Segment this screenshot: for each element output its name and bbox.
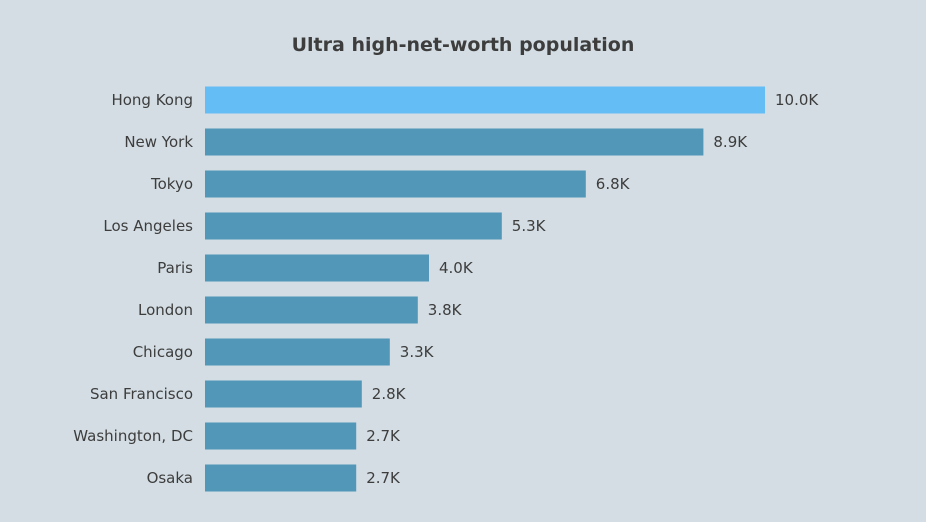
bar-london — [205, 296, 418, 324]
bar-hong-kong — [205, 86, 765, 114]
category-label-hong-kong: Hong Kong — [111, 91, 193, 109]
value-label-osaka: 2.7K — [366, 469, 401, 487]
value-label-los-angeles: 5.3K — [512, 217, 547, 235]
value-label-new-york: 8.9K — [713, 133, 748, 151]
chart-title: Ultra high-net-worth population — [292, 34, 635, 56]
bars-group: Hong Kong 10.0K New York 8.9K Tokyo 6.8K Los A… — [73, 86, 819, 492]
category-label-san-francisco: San Francisco — [90, 385, 193, 403]
category-label-washington-dc: Washington, DC — [73, 427, 193, 445]
bar-los-angeles — [205, 212, 502, 240]
category-label-london: London — [138, 301, 193, 319]
bar-chicago — [205, 338, 390, 366]
bar-paris — [205, 254, 429, 282]
value-label-san-francisco: 2.8K — [372, 385, 407, 403]
value-label-tokyo: 6.8K — [596, 175, 631, 193]
category-label-new-york: New York — [124, 133, 193, 151]
value-label-chicago: 3.3K — [400, 343, 435, 361]
bar-washington-dc — [205, 422, 357, 450]
value-label-washington-dc: 2.7K — [366, 427, 401, 445]
category-label-chicago: Chicago — [133, 343, 193, 361]
category-label-los-angeles: Los Angeles — [103, 217, 193, 235]
bar-new-york — [205, 128, 704, 156]
bar-tokyo — [205, 170, 586, 198]
bar-osaka — [205, 464, 357, 492]
category-label-paris: Paris — [157, 259, 193, 277]
value-label-london: 3.8K — [428, 301, 463, 319]
category-label-osaka: Osaka — [147, 469, 193, 487]
value-label-hong-kong: 10.0K — [775, 91, 819, 109]
value-label-paris: 4.0K — [439, 259, 474, 277]
bar-san-francisco — [205, 380, 362, 408]
category-label-tokyo: Tokyo — [150, 175, 193, 193]
